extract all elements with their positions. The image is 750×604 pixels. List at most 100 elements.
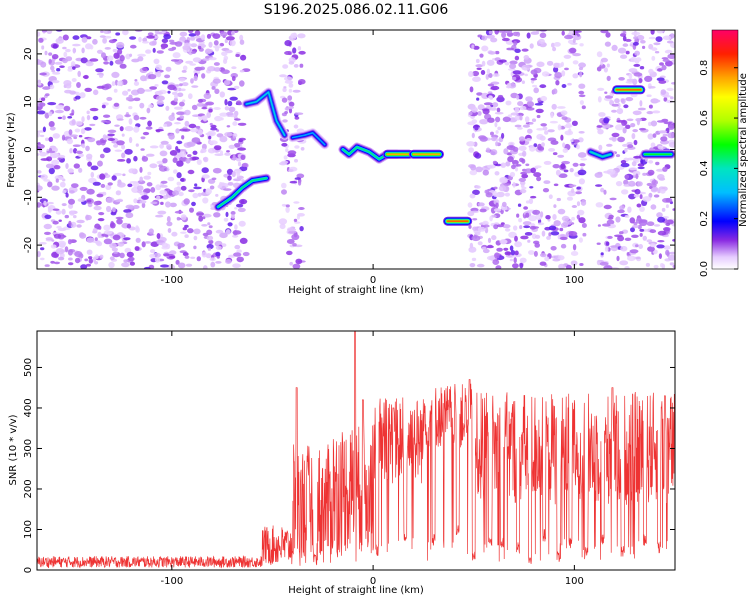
noise-blob [192,156,197,161]
noise-blob [485,192,493,198]
noise-blob [125,204,135,209]
noise-blob [209,122,213,126]
noise-blob [504,192,510,197]
noise-blob [45,93,50,97]
noise-blob [119,55,125,62]
noise-blob [67,116,73,119]
noise-blob [213,107,221,110]
noise-blob [104,47,112,50]
noise-blob [179,115,185,119]
noise-blob [530,69,538,75]
noise-blob [615,124,624,131]
noise-blob [620,162,630,168]
noise-blob [73,215,77,219]
noise-blob [37,132,41,138]
noise-blob [52,72,61,75]
noise-blob [299,63,304,68]
y-tick-label: 100 [23,520,34,539]
noise-blob [215,251,221,257]
noise-blob [665,197,673,203]
noise-blob [67,249,73,256]
noise-blob [229,96,238,101]
noise-blob [481,45,489,52]
noise-blob [511,164,516,170]
noise-blob [595,202,604,208]
noise-blob [510,112,519,116]
noise-blob [128,256,135,262]
y-tick-label: -10 [23,189,34,205]
noise-blob [600,187,605,193]
noise-blob [597,224,602,227]
noise-blob [490,37,498,43]
noise-blob [216,129,220,132]
noise-blob [86,110,90,115]
noise-blob [624,174,630,180]
noise-blob [129,261,135,266]
noise-blob [133,81,140,86]
noise-blob [557,154,565,158]
noise-blob [184,224,189,228]
noise-blob [128,94,133,100]
noise-blob [559,227,564,232]
snr-y-label: SNR (10 * v/v) [8,414,19,485]
noise-blob [225,211,229,218]
noise-blob [619,260,629,266]
noise-blob [227,87,237,91]
noise-blob [79,186,88,191]
noise-blob [103,147,111,153]
noise-blob [603,265,613,269]
noise-blob [238,137,246,141]
noise-blob [143,175,151,180]
noise-blob [52,44,58,49]
noise-blob [564,67,569,71]
noise-blob [506,82,511,89]
noise-blob [77,153,84,158]
noise-blob [278,218,288,225]
noise-blob [140,148,145,151]
noise-blob [84,258,89,262]
noise-blob [475,58,480,64]
noise-blob [203,265,208,269]
spectrogram-noise [37,30,675,269]
noise-blob [562,142,566,148]
colorbar-gradient [711,29,739,270]
noise-blob [671,82,675,85]
noise-blob [84,87,92,92]
noise-blob [156,233,161,239]
noise-blob [284,51,292,55]
colorbar-tick-label: 0.4 [699,160,710,176]
noise-blob [47,102,57,106]
noise-blob [190,43,198,48]
noise-blob [281,97,288,103]
noise-blob [483,102,493,106]
noise-blob [605,241,610,246]
noise-blob [474,152,482,159]
noise-blob [77,70,81,77]
noise-blob [525,138,532,142]
noise-blob [502,116,511,123]
noise-blob [142,41,149,44]
noise-blob [233,85,240,90]
noise-blob [667,254,675,261]
noise-blob [184,120,190,127]
noise-blob [552,214,557,220]
noise-blob [143,89,153,92]
noise-blob [224,99,228,106]
figure-title: S196.2025.086.02.11.G06 [264,2,449,18]
noise-blob [490,149,498,156]
x-tick-label: 100 [565,275,584,286]
noise-blob [156,50,164,54]
noise-blob [68,220,72,227]
noise-blob [286,250,293,256]
noise-blob [561,30,565,36]
noise-blob [630,227,635,233]
noise-blob [77,198,86,203]
noise-blob [146,153,155,157]
noise-blob [622,35,627,42]
noise-blob [561,70,566,77]
noise-blob [472,226,478,231]
noise-blob [553,204,557,209]
noise-blob [540,123,547,127]
noise-blob [577,152,587,158]
noise-blob [233,230,238,236]
